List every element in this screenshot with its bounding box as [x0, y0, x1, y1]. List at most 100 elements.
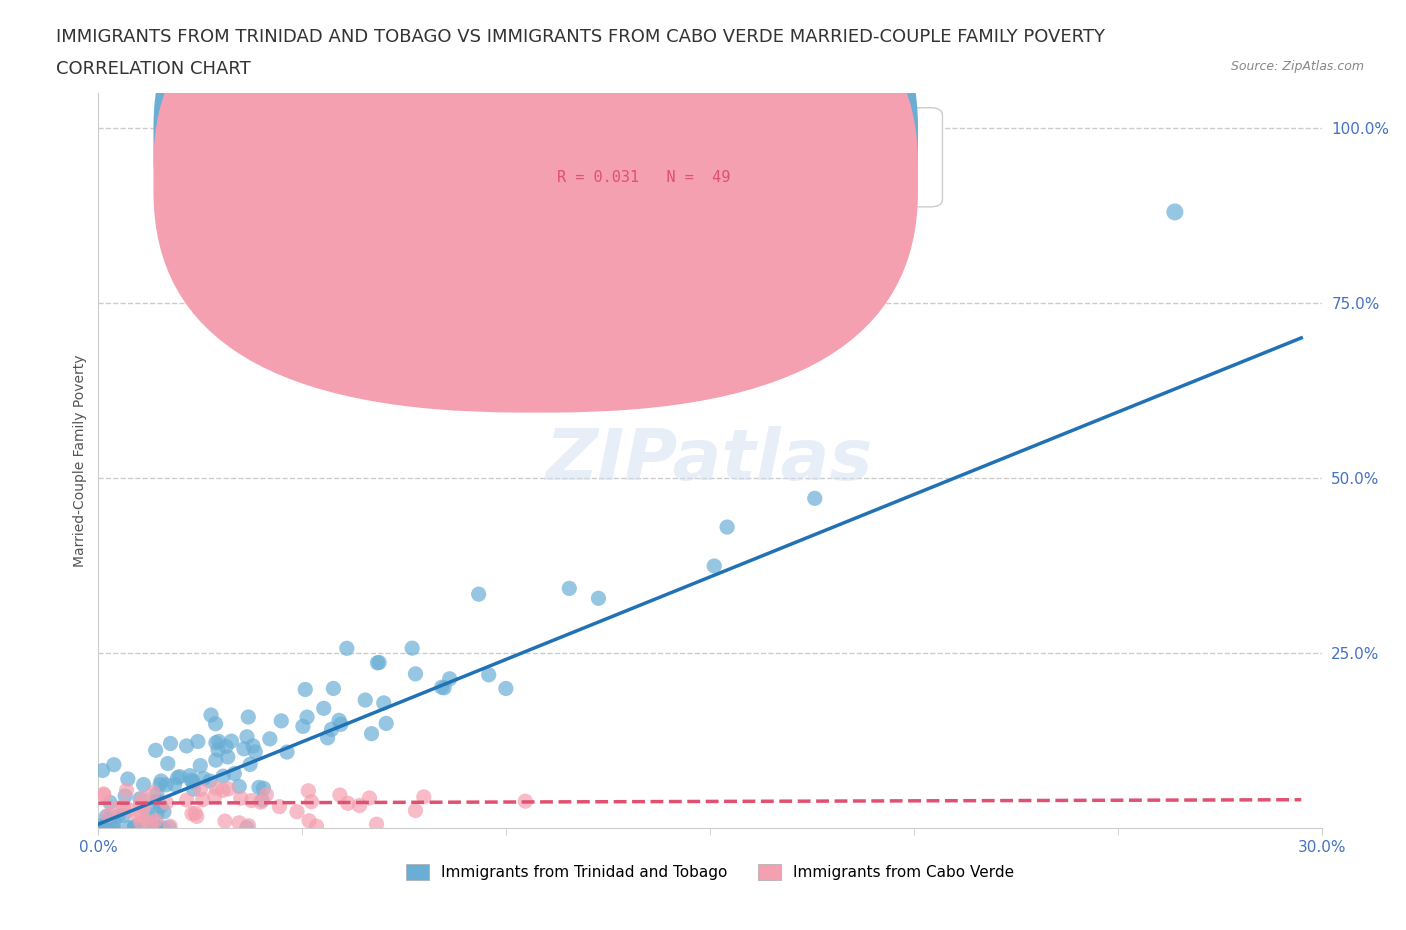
Point — [467, 587, 489, 602]
Point — [276, 745, 298, 760]
Point — [270, 713, 292, 728]
Point — [354, 693, 377, 708]
Point — [404, 667, 426, 682]
Point — [118, 803, 141, 817]
Point — [187, 734, 209, 749]
Point — [155, 795, 177, 810]
Point — [156, 756, 179, 771]
Point — [295, 710, 318, 724]
Point — [228, 816, 250, 830]
Point — [186, 809, 208, 824]
Point — [141, 816, 163, 830]
Point — [217, 750, 239, 764]
Point — [375, 716, 398, 731]
Point — [198, 774, 221, 789]
Point — [94, 818, 117, 833]
Point — [146, 820, 169, 835]
Point — [115, 783, 138, 798]
Point — [250, 792, 273, 807]
Point — [433, 681, 456, 696]
Point — [247, 780, 270, 795]
Point — [180, 773, 202, 788]
Point — [143, 819, 166, 834]
Point — [349, 798, 371, 813]
Point — [245, 744, 267, 759]
Point — [212, 783, 235, 798]
Text: CORRELATION CHART: CORRELATION CHART — [56, 60, 252, 78]
Point — [129, 816, 152, 830]
Text: R = 0.031   N =  49: R = 0.031 N = 49 — [557, 170, 731, 185]
Point — [254, 788, 277, 803]
Point — [117, 820, 139, 835]
Point — [236, 729, 259, 744]
Point — [229, 790, 252, 805]
Point — [191, 792, 214, 807]
Point — [155, 777, 177, 792]
FancyBboxPatch shape — [153, 0, 918, 413]
Point — [98, 795, 121, 810]
Point — [159, 818, 181, 833]
Point — [103, 816, 125, 830]
Point — [169, 769, 191, 784]
Point — [176, 792, 198, 807]
Point — [135, 820, 157, 835]
Point — [146, 787, 169, 802]
Point — [588, 591, 610, 605]
Point — [285, 804, 308, 819]
Point — [184, 805, 207, 820]
Point — [91, 763, 114, 777]
Point — [703, 559, 725, 574]
Point — [322, 681, 344, 696]
Legend: Immigrants from Trinidad and Tobago, Immigrants from Cabo Verde: Immigrants from Trinidad and Tobago, Imm… — [399, 858, 1021, 886]
Point — [153, 804, 176, 819]
Point — [112, 808, 135, 823]
Point — [291, 719, 314, 734]
Point — [214, 814, 236, 829]
Point — [336, 796, 359, 811]
Point — [204, 716, 226, 731]
Point — [316, 730, 339, 745]
Point — [146, 793, 169, 808]
Point — [439, 671, 461, 686]
Point — [240, 793, 263, 808]
Text: R = 0.783   N = 107: R = 0.783 N = 107 — [557, 133, 731, 148]
Point — [366, 817, 388, 831]
Point — [207, 742, 229, 757]
Point — [103, 820, 125, 835]
Point — [401, 641, 423, 656]
Point — [152, 820, 174, 835]
Y-axis label: Married-Couple Family Poverty: Married-Couple Family Poverty — [73, 354, 87, 566]
Point — [373, 696, 395, 711]
Point — [93, 788, 115, 803]
Point — [117, 772, 139, 787]
Point — [366, 656, 388, 671]
Point — [94, 820, 117, 835]
Point — [215, 739, 238, 754]
Point — [232, 741, 254, 756]
Point — [124, 820, 146, 835]
Point — [193, 771, 215, 786]
Point — [149, 799, 172, 814]
Point — [157, 820, 180, 835]
Point — [228, 779, 250, 794]
Point — [478, 668, 501, 683]
Point — [238, 818, 260, 833]
Point — [183, 782, 205, 797]
Point — [336, 641, 359, 656]
Point — [166, 770, 188, 785]
Point — [149, 777, 172, 792]
Point — [328, 713, 350, 728]
Point — [132, 791, 155, 806]
Point — [93, 787, 115, 802]
Point — [294, 682, 316, 697]
Point — [97, 807, 120, 822]
Point — [412, 790, 434, 804]
Point — [200, 708, 222, 723]
Point — [204, 752, 226, 767]
Point — [181, 775, 204, 790]
Point — [716, 520, 738, 535]
Point — [208, 734, 231, 749]
Point — [558, 581, 581, 596]
Point — [329, 788, 352, 803]
Point — [90, 820, 112, 835]
